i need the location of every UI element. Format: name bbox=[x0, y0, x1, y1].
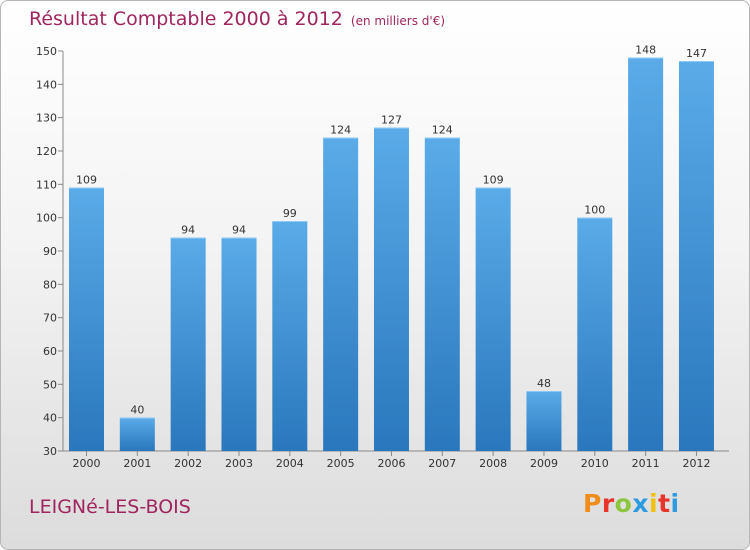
bar-2009 bbox=[526, 391, 562, 451]
chart-title-text: Résultat Comptable 2000 à 2012 bbox=[29, 8, 343, 30]
logo-letter: i bbox=[670, 489, 680, 518]
data-label-2006: 127 bbox=[381, 114, 402, 127]
data-label-2011: 148 bbox=[635, 44, 656, 57]
y-tick-label: 80 bbox=[43, 278, 57, 291]
x-tick-label-2007: 2007 bbox=[428, 457, 456, 470]
data-label-2000: 109 bbox=[76, 174, 97, 187]
x-tick-label-2010: 2010 bbox=[581, 457, 609, 470]
x-tick-label-2008: 2008 bbox=[479, 457, 507, 470]
x-tick-label-2004: 2004 bbox=[276, 457, 304, 470]
logo-letter: t bbox=[658, 489, 671, 518]
x-tick-label-2001: 2001 bbox=[123, 457, 151, 470]
data-label-2012: 147 bbox=[686, 47, 707, 60]
proxiti-logo: Proxiti bbox=[583, 489, 680, 518]
y-tick-label: 110 bbox=[36, 178, 57, 191]
data-label-2001: 40 bbox=[130, 404, 144, 417]
x-tick-label-2012: 2012 bbox=[682, 457, 710, 470]
x-tick-label-2000: 2000 bbox=[73, 457, 101, 470]
bar-2005 bbox=[323, 137, 359, 451]
y-tick-label: 40 bbox=[43, 412, 57, 425]
bar-2012 bbox=[678, 61, 714, 451]
data-label-2003: 94 bbox=[232, 224, 246, 237]
bar-2010 bbox=[577, 217, 613, 451]
chart-subtitle: (en milliers d'€) bbox=[350, 14, 446, 28]
bar-2004 bbox=[272, 221, 308, 451]
y-axis: 30 40 50 60 70 80 90 100 110 120 130 140 150 bbox=[36, 45, 64, 458]
x-tick-label-2009: 2009 bbox=[530, 457, 558, 470]
data-label-2002: 94 bbox=[181, 224, 195, 237]
bar-2011 bbox=[628, 57, 664, 452]
y-tick-label: 150 bbox=[36, 45, 57, 58]
data-label-2009: 48 bbox=[537, 377, 551, 390]
data-label-2004: 99 bbox=[283, 207, 297, 220]
bar-2006 bbox=[373, 127, 409, 452]
y-tick-label: 70 bbox=[43, 312, 57, 325]
bar-2007 bbox=[424, 137, 460, 451]
y-tick-label: 120 bbox=[36, 145, 57, 158]
x-tick-label-2005: 2005 bbox=[327, 457, 355, 470]
bar-series bbox=[69, 57, 714, 452]
y-tick-label: 60 bbox=[43, 345, 57, 358]
y-tick-label: 140 bbox=[36, 78, 57, 91]
data-label-2005: 124 bbox=[330, 124, 351, 137]
bar-2001 bbox=[119, 417, 155, 451]
x-tick-label-2011: 2011 bbox=[632, 457, 660, 470]
bar-2003 bbox=[221, 237, 257, 451]
data-label-2010: 100 bbox=[584, 204, 605, 217]
logo-letter: P bbox=[583, 489, 602, 518]
x-tick-label-2006: 2006 bbox=[377, 457, 405, 470]
town-name: LEIGNé-LES-BOIS bbox=[29, 496, 191, 518]
y-tick-label: 100 bbox=[36, 212, 57, 225]
data-labels: 109 40 94 94 99 124 127 124 109 48 100 148 147 bbox=[76, 44, 707, 417]
y-tick-label: 30 bbox=[43, 445, 57, 458]
bar-2002 bbox=[170, 237, 206, 451]
y-tick-label: 130 bbox=[36, 112, 57, 125]
y-tick-label: 90 bbox=[43, 245, 57, 258]
bar-2000 bbox=[69, 187, 104, 451]
logo-letter: i bbox=[649, 489, 659, 518]
bar-2008 bbox=[475, 187, 511, 451]
logo-letter: r bbox=[601, 489, 615, 518]
x-tick-label-2003: 2003 bbox=[225, 457, 253, 470]
x-axis: 2000 2001 2002 2003 2004 2005 2006 2007 2008 2009… bbox=[63, 450, 729, 470]
x-tick-label-2002: 2002 bbox=[174, 457, 202, 470]
logo-letter: x bbox=[632, 489, 649, 518]
logo-letter: o bbox=[614, 489, 633, 518]
data-label-2008: 109 bbox=[483, 174, 504, 187]
data-label-2007: 124 bbox=[432, 124, 453, 137]
y-tick-label: 50 bbox=[43, 378, 57, 391]
chart-title: Résultat Comptable 2000 à 2012 (en millie… bbox=[29, 8, 445, 30]
